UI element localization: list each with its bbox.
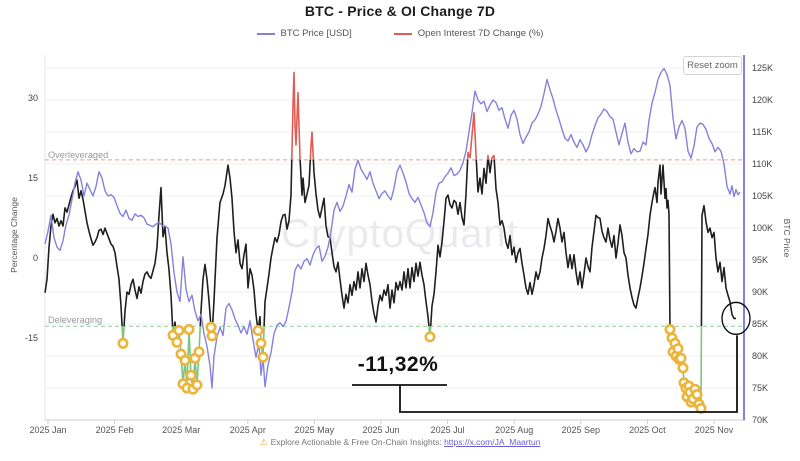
capitulation-marker [173, 324, 185, 336]
left-axis-tick-label: 0 [33, 253, 38, 263]
chart-title: BTC - Price & OI Change 7D [304, 3, 496, 19]
capitulation-marker [672, 343, 684, 355]
x-axis-label: 2025 Jun [362, 425, 399, 435]
footer-text: Explore Actionable & Free On-Chain Insig… [270, 437, 442, 447]
x-axis-label: 2025 Jul [431, 425, 465, 435]
annotation-connector [352, 335, 738, 413]
right-axis-tick-label: 90K [752, 287, 768, 297]
x-axis-label: 2025 Jan [29, 425, 66, 435]
left-axis-tick-label: 30 [28, 93, 38, 103]
x-axis-label: 2025 May [295, 425, 335, 435]
warning-icon: ⚠ [259, 437, 268, 447]
capitulation-marker [191, 379, 203, 391]
right-axis-tick-label: 115K [752, 127, 772, 137]
cryptoquant-watermark: CryptoQuant [281, 212, 519, 256]
oi-change-line-swatch [393, 32, 412, 35]
x-axis-label: 2025 Mar [162, 425, 200, 435]
x-axis-label: 2025 Feb [96, 425, 134, 435]
left-axis-tick-label: -15 [25, 333, 38, 343]
footer-link[interactable]: https://x.com/JA_Maartun [444, 437, 541, 447]
capitulation-marker [185, 369, 197, 381]
right-axis-tick-label: 75K [752, 383, 768, 393]
x-axis-label: 2025 Sep [562, 425, 601, 435]
capitulation-marker [171, 336, 183, 348]
overleveraged-label: Overleveraged [48, 150, 109, 160]
capitulation-marker [675, 352, 687, 364]
capitulation-marker [205, 321, 217, 333]
legend-item-oi-change[interactable]: Open Interest 7D Change (%) [393, 28, 544, 39]
x-axis-label: 2025 Apr [230, 425, 266, 435]
x-axis-label: 2025 Aug [495, 425, 533, 435]
legend: BTC Price [USD] Open Interest 7D Change … [0, 28, 800, 39]
capitulation-marker [179, 354, 191, 366]
reset-zoom-button[interactable]: Reset zoom [683, 56, 742, 75]
x-axis-label: 2025 Oct [629, 425, 666, 435]
left-axis-title: Percentage Change [9, 197, 19, 273]
oi-change-annotation: -11,32% [357, 353, 439, 376]
right-axis-tick-label: 110K [752, 159, 772, 169]
deleveraging-label: Deleveraging [48, 315, 103, 325]
capitulation-marker [193, 346, 205, 358]
right-axis-tick-label: 105K [752, 191, 773, 201]
left-axis-tick-label: 15 [28, 173, 38, 183]
legend-label-btc-price: BTC Price [USD] [280, 28, 352, 39]
right-axis-tick-label: 70K [752, 415, 768, 425]
legend-label-oi-change: Open Interest 7D Change (%) [417, 28, 544, 39]
footer: ⚠ Explore Actionable & Free On-Chain Insi… [0, 437, 800, 448]
capitulation-marker [255, 337, 267, 349]
capitulation-marker [664, 323, 676, 335]
capitulation-marker [257, 351, 269, 363]
endpoint-circle [721, 301, 751, 336]
right-axis-tick-label: 95K [752, 255, 768, 265]
capitulation-marker [117, 337, 129, 349]
capitulation-marker [677, 362, 689, 374]
oi-change-line [44, 159, 736, 327]
capitulation-marker [424, 331, 436, 343]
x-axis-label: 2025 Nov [695, 425, 734, 435]
right-axis-tick-label: 100K [752, 223, 773, 233]
right-axis-tick-label: 80K [752, 351, 768, 361]
capitulation-marker [252, 324, 264, 336]
capitulation-marker [183, 323, 195, 335]
capitulation-marker [691, 388, 703, 400]
capitulation-marker [206, 330, 218, 342]
btc-price-line [44, 67, 741, 389]
right-axis-tick-label: 85K [752, 319, 768, 329]
right-axis-tick-label: 120K [752, 95, 773, 105]
btc-price-line-swatch [256, 32, 275, 35]
right-axis-tick-label: 125K [752, 63, 773, 73]
right-axis-title: BTC Price [782, 218, 792, 258]
legend-item-btc-price[interactable]: BTC Price [USD] [256, 28, 352, 39]
